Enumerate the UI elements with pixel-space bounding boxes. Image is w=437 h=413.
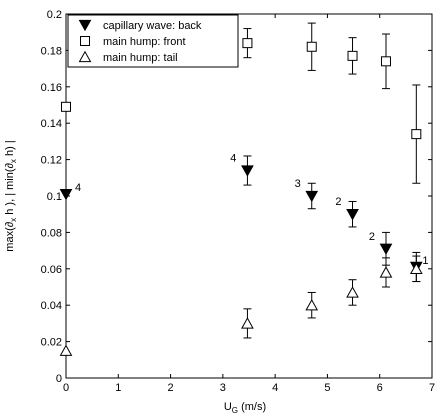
data-point bbox=[59, 344, 73, 356]
x-tick-label: 7 bbox=[429, 382, 435, 394]
data-point bbox=[305, 190, 319, 203]
legend-box bbox=[67, 14, 239, 68]
x-tick-label: 1 bbox=[115, 382, 121, 394]
x-axis-label-subscript: G bbox=[232, 406, 238, 413]
legend-entry: capillary wave: back bbox=[103, 20, 202, 32]
x-tick-label: 4 bbox=[272, 382, 278, 394]
data-point bbox=[306, 41, 317, 52]
point-label: 4 bbox=[75, 182, 81, 194]
data-point bbox=[411, 129, 422, 140]
x-tick-label: 5 bbox=[324, 382, 330, 394]
data-point bbox=[379, 266, 393, 278]
data-point bbox=[346, 209, 359, 221]
y-axis-label-part: h) | bbox=[4, 140, 16, 159]
data-point bbox=[241, 317, 254, 329]
y-tick-label: 0.02 bbox=[41, 337, 62, 349]
data-point bbox=[409, 262, 423, 274]
y-tick-label: 0.18 bbox=[41, 45, 62, 57]
y-axis-label-subscript: x bbox=[9, 159, 18, 163]
legend-marker bbox=[80, 36, 90, 46]
point-label: 1 bbox=[422, 255, 428, 267]
legend-marker bbox=[78, 50, 92, 63]
legend: capillary wave: back main hump: front main… bbox=[67, 14, 239, 68]
data-point bbox=[305, 298, 319, 311]
y-tick-label: 0.12 bbox=[41, 155, 62, 167]
y-axis-label-subscript: x bbox=[9, 218, 18, 222]
data-point bbox=[379, 243, 393, 256]
point-label: 3 bbox=[295, 178, 301, 190]
y-tick-label: 0.16 bbox=[41, 82, 62, 94]
y-axis-label-part: max(∂ bbox=[4, 221, 16, 251]
x-tick-label: 6 bbox=[377, 382, 383, 394]
legend-entry: main hump: tail bbox=[103, 52, 178, 64]
data-markers bbox=[59, 38, 423, 356]
y-tick-label: 0.14 bbox=[41, 118, 62, 130]
x-tick-label: 0 bbox=[63, 382, 69, 394]
y-tick-label: 0.06 bbox=[41, 264, 62, 276]
data-point bbox=[241, 165, 254, 177]
y-axis-label: max(∂x h ), | min(∂x h) | bbox=[4, 140, 18, 251]
error-bars bbox=[243, 22, 421, 339]
tick-labels: 0 1 2 3 4 5 6 7 0 0.02 0.04 0.06 0.08 0.1 0.12 0.14 0.16… bbox=[41, 9, 435, 394]
y-tick-label: 0.2 bbox=[47, 9, 62, 21]
data-point bbox=[59, 189, 73, 201]
point-label: 2 bbox=[369, 231, 375, 243]
x-axis-label-unit: (m/s) bbox=[238, 401, 266, 413]
x-axis-label-main: U bbox=[224, 401, 232, 413]
legend-marker bbox=[78, 19, 92, 32]
point-label: 4 bbox=[230, 153, 236, 165]
data-point bbox=[61, 101, 71, 112]
point-annotations: 4 4 3 2 2 1 bbox=[75, 153, 428, 267]
data-point bbox=[347, 50, 358, 61]
y-tick-label: 0.08 bbox=[41, 227, 62, 239]
point-label: 2 bbox=[335, 196, 341, 208]
legend-entry: main hump: front bbox=[103, 36, 186, 48]
data-point bbox=[380, 56, 391, 67]
y-axis-label-part: h ), | min(∂ bbox=[4, 163, 16, 218]
x-tick-label: 3 bbox=[220, 382, 226, 394]
x-axis-label: UG (m/s) bbox=[224, 401, 266, 413]
data-point bbox=[346, 286, 359, 298]
y-tick-label: 0 bbox=[56, 373, 62, 385]
x-tick-label: 2 bbox=[168, 382, 174, 394]
data-point bbox=[242, 38, 253, 49]
y-tick-label: 0.1 bbox=[47, 191, 62, 203]
y-tick-label: 0.04 bbox=[41, 300, 62, 312]
